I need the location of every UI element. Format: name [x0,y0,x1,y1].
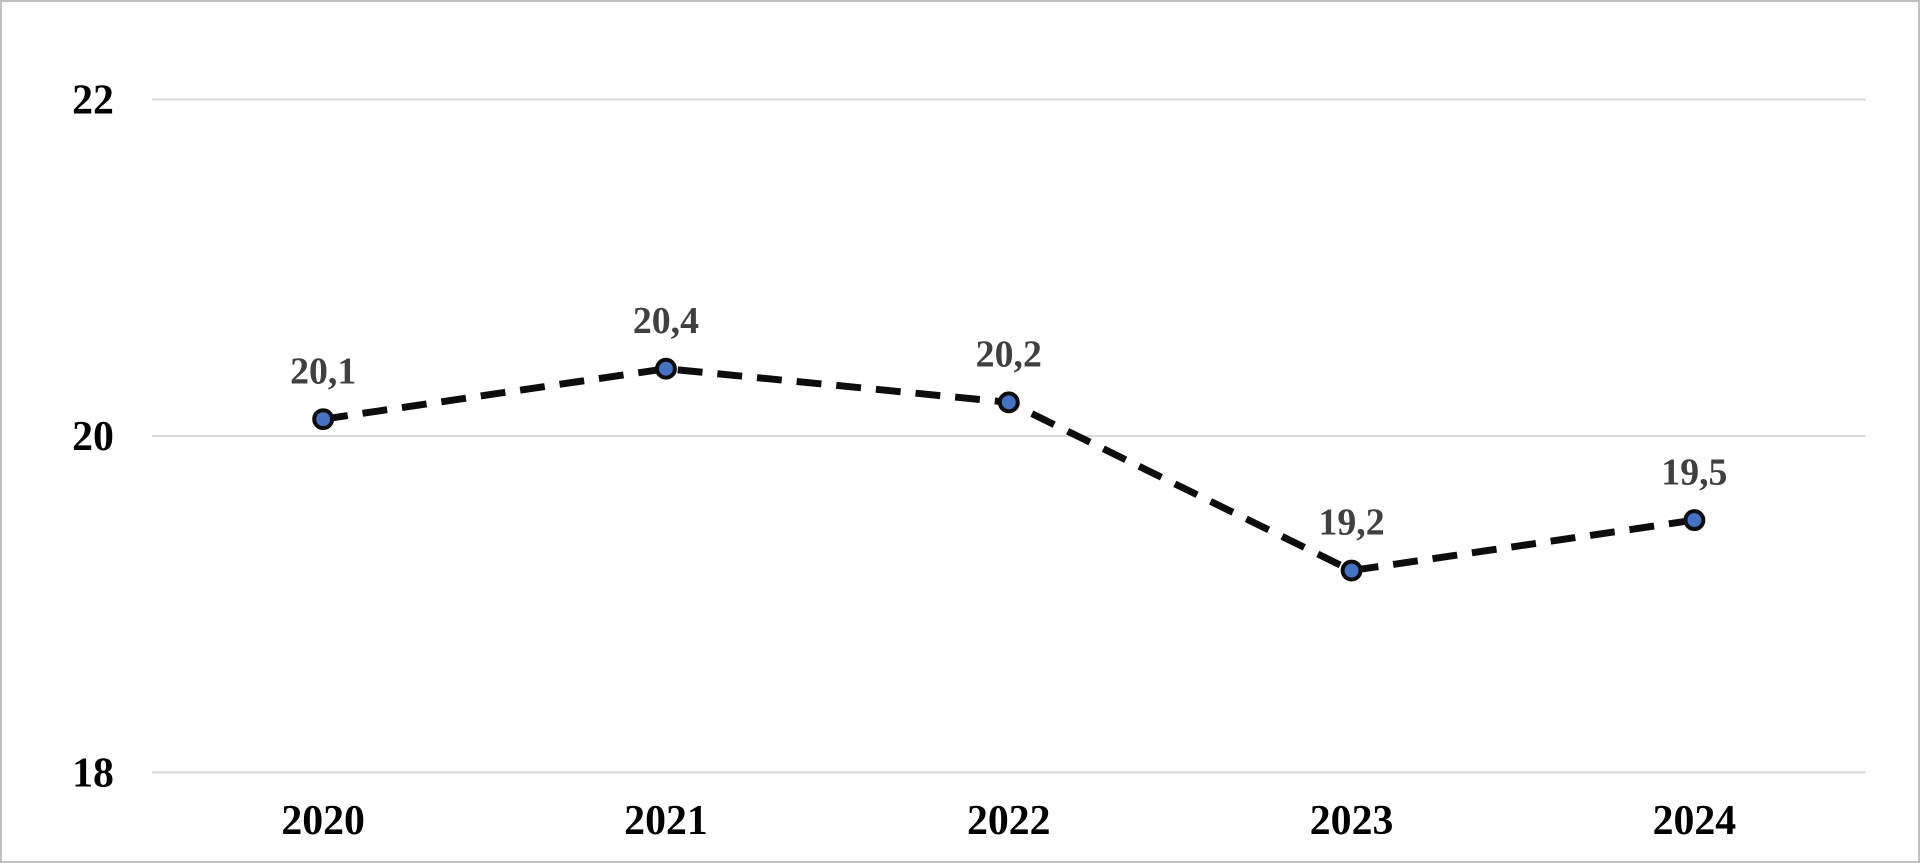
y-axis-tick-label-22: 22 [72,77,114,123]
data-point-label-2024: 19,5 [1661,451,1727,493]
x-axis-tick-label-2021: 2021 [624,798,708,844]
y-axis-tick-labels: 22 20 18 [72,77,114,796]
data-point-label-2023: 19,2 [1318,502,1384,544]
y-axis-tick-label-20: 20 [72,414,114,460]
x-axis-tick-label-2023: 2023 [1310,798,1394,844]
x-axis-tick-label-2020: 2020 [281,798,365,844]
point-labels-layer: 20,1 20,4 20,2 19,2 19,5 [290,300,1727,544]
data-point-label-2022: 20,2 [976,334,1042,376]
x-axis-tick-label-2024: 2024 [1653,798,1737,844]
data-point-label-2020: 20,1 [290,350,356,392]
data-point-label-2021: 20,4 [633,300,699,342]
x-axis-tick-label-2022: 2022 [967,798,1051,844]
x-axis-tick-labels: 2020 2021 2022 2023 2024 [281,798,1736,844]
data-point-marker-2022 [997,391,1020,414]
gridlines-layer [151,98,1866,774]
data-point-marker-2024 [1683,509,1706,532]
markers-layer [312,357,1706,582]
data-point-marker-2023 [1340,559,1363,582]
data-point-marker-2021 [655,357,677,380]
data-point-marker-2020 [312,408,335,431]
y-axis-tick-label-18: 18 [72,750,114,796]
